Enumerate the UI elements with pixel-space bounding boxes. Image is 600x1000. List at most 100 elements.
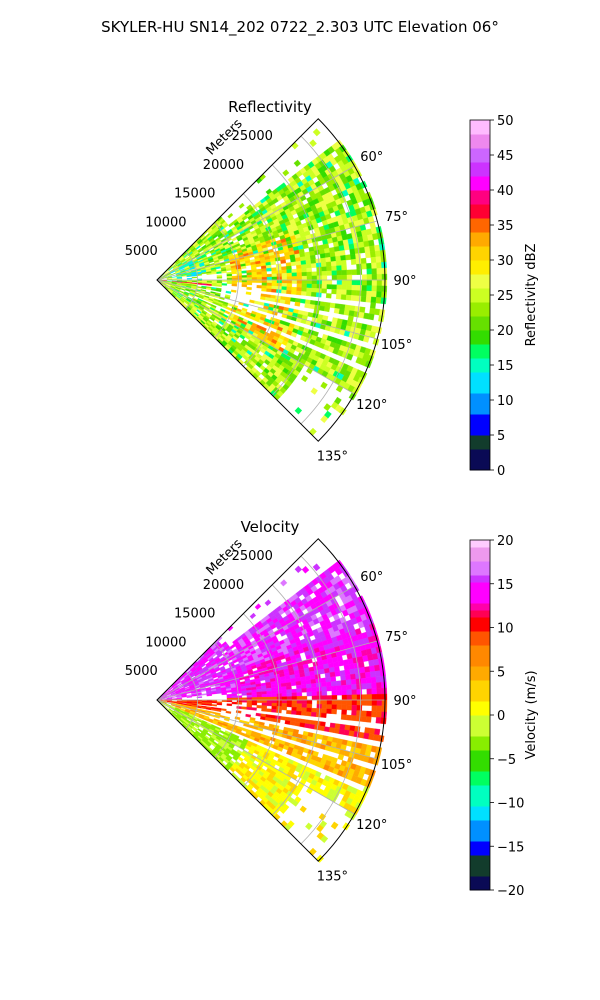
- radar-cell: [356, 699, 363, 706]
- radar-field: [156, 128, 388, 436]
- colorbar-segment: [470, 785, 490, 793]
- radar-cell: [285, 682, 292, 687]
- azimuth-tick-label: 105°: [381, 338, 412, 353]
- radar-cell: [321, 690, 328, 696]
- radar-cell: [251, 702, 258, 706]
- colorbar-segment: [470, 869, 490, 877]
- radar-cell: [291, 706, 297, 712]
- radar-cell: [306, 707, 312, 713]
- radar-cell: [236, 706, 242, 710]
- radar-cell: [359, 246, 366, 254]
- colorbar-segment: [470, 358, 490, 366]
- radar-cell: [350, 253, 357, 260]
- radar-cell: [301, 699, 308, 705]
- radar-cell: [361, 290, 367, 297]
- colorbar-segment: [470, 400, 490, 408]
- radar-cell: [249, 612, 257, 620]
- radar-cell: [330, 821, 339, 830]
- radar-cell: [338, 728, 345, 735]
- colorbar-tick-label: 30: [497, 254, 514, 269]
- radar-cell: [258, 301, 265, 306]
- radar-cell: [376, 705, 383, 712]
- radar-cell: [343, 309, 350, 316]
- radar-cell: [269, 717, 276, 723]
- radar-cell: [360, 672, 367, 679]
- radar-cell: [326, 699, 333, 705]
- radar-cell: [321, 699, 328, 705]
- radar-cell: [366, 290, 372, 298]
- radar-cell: [356, 290, 362, 297]
- colorbar-segment: [470, 561, 490, 569]
- radar-cell: [361, 279, 368, 286]
- radar-cell: [281, 283, 288, 287]
- radar-cell: [306, 687, 312, 693]
- radar-cell: [255, 712, 262, 717]
- radar-cell: [366, 688, 373, 695]
- colorbar-label: Reflectivity dBZ: [524, 244, 539, 347]
- radar-cell: [374, 728, 381, 736]
- colorbar-segment: [470, 841, 490, 849]
- radar-cell: [366, 699, 373, 706]
- colorbar-segment: [470, 218, 490, 226]
- radar-cell: [326, 279, 333, 285]
- radar-cell: [281, 269, 287, 274]
- colorbar-tick-label: 25: [497, 289, 514, 304]
- radar-cell: [354, 667, 361, 675]
- radar-cell: [370, 256, 377, 264]
- colorbar-segment: [470, 260, 490, 268]
- radar-cell: [346, 684, 352, 691]
- colorbar-segment: [470, 596, 490, 604]
- radar-cell: [323, 726, 331, 733]
- radar-cell: [341, 284, 348, 291]
- radar-cell: [286, 689, 292, 694]
- radar-cell: [226, 306, 232, 311]
- radar-cell: [341, 274, 348, 281]
- radar-cell: [321, 704, 328, 710]
- radar-cell: [261, 274, 268, 278]
- radar-cell: [310, 711, 317, 717]
- radar-cell: [331, 685, 337, 691]
- colorbar-segment: [470, 386, 490, 394]
- radar-cell: [338, 245, 345, 252]
- radar-cell: [261, 694, 268, 698]
- radar-cell: [286, 703, 293, 708]
- radar-cell: [296, 703, 303, 708]
- radar-cell: [336, 275, 343, 281]
- radar-cell: [286, 699, 293, 704]
- radar-cell: [375, 717, 382, 724]
- radar-cell: [241, 275, 248, 278]
- colorbar-segment: [470, 715, 490, 723]
- colorbar-segment: [470, 799, 490, 807]
- radar-cell: [328, 727, 335, 733]
- radar-cell: [296, 283, 303, 288]
- radar-cell: [343, 244, 350, 251]
- radar-cell: [371, 268, 378, 275]
- radar-cell: [284, 255, 291, 260]
- colorbar-segment: [470, 554, 490, 562]
- radar-cell: [368, 313, 375, 321]
- radar-cell: [336, 284, 343, 290]
- radar-cell: [306, 683, 312, 689]
- range-tick-label: 20000: [203, 158, 244, 173]
- radar-cell: [329, 251, 336, 258]
- range-tick-label: 5000: [125, 664, 158, 679]
- panel-title: Velocity: [241, 518, 300, 536]
- radar-cell: [266, 699, 273, 704]
- colorbar-segment: [470, 834, 490, 842]
- colorbar-segment: [470, 778, 490, 786]
- radar-cell: [369, 251, 376, 258]
- radar-cell: [376, 262, 382, 269]
- radar-cell: [376, 273, 383, 281]
- radar-cell: [355, 253, 362, 260]
- radar-cell: [261, 279, 268, 284]
- radar-cell: [376, 699, 383, 707]
- radar-cell: [304, 255, 311, 261]
- radar-cell: [301, 271, 308, 277]
- azimuth-tick-label: 90°: [393, 694, 416, 709]
- radar-cell: [326, 266, 332, 272]
- radar-cell: [296, 268, 302, 273]
- radar-cell: [330, 256, 337, 262]
- radar-cell: [331, 284, 338, 290]
- radar-cell: [231, 701, 238, 705]
- colorbar-segment: [470, 176, 490, 184]
